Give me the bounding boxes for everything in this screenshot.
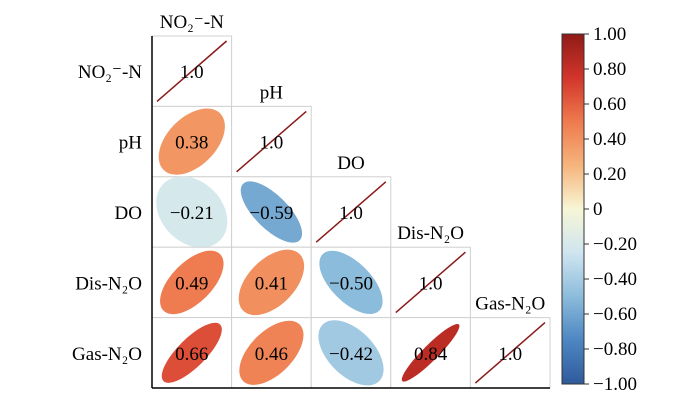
cell-value-2-1: −0.59 [249,203,293,224]
cell-value-3-1: 0.41 [255,273,288,294]
column-label-0: NO₂⁻-N [160,12,224,33]
row-label-2: DO [115,203,142,224]
ellipse-2-1 [240,181,303,243]
diagonal-line-3 [395,251,466,314]
column-label-1: pH [260,82,284,103]
colorbar [561,33,585,385]
cell-value-4-2: −0.42 [329,344,373,365]
ellipse-2-0 [156,176,228,248]
colorbar-tick-label-2: 0.60 [593,94,626,115]
colorbar-tick-label-6: −0.20 [593,234,637,255]
cell-grid: 1.0 0.38 1.0 −0.21 −0.59 1.0 0.49 0.41 −0.50 1.0 0… [151,35,551,389]
ellipse-3-2 [319,250,383,315]
ellipse-1-0 [158,108,225,175]
cell-value-1-0: 0.38 [175,133,208,154]
row-labels: NO₂⁻-N pH DO Dis-N₂O Gas-N₂O [72,62,142,365]
cell-value-1-1: 1.0 [260,133,284,154]
diagonal-line-1 [236,110,307,173]
ellipse-4-2 [318,320,384,386]
row-label-0: NO₂⁻-N [78,62,142,83]
cell-value-3-0: 0.49 [175,273,208,294]
colorbar-tick-label-0: 1.00 [593,24,626,45]
colorbar-tick-label-4: 0.20 [593,164,626,185]
colorbar-tick-label-3: 0.40 [593,129,626,150]
column-label-3: Dis-N₂O [397,223,464,244]
colorbar-ticks: 1.00 0.80 0.60 0.40 0.20 0 −0.20 −0.40 −0.60 −0.8… [584,24,637,395]
row-label-4: Gas-N₂O [72,344,142,365]
column-labels: NO₂⁻-N pH DO Dis-N₂O Gas-N₂O [160,12,545,315]
cell-value-2-0: −0.21 [170,203,214,224]
cell-value-4-1: 0.46 [255,344,288,365]
cell-value-4-4: 1.0 [498,344,522,365]
column-label-4: Gas-N₂O [475,294,545,315]
row-label-1: pH [119,133,143,154]
diagonal-line-2 [315,181,387,243]
cell-value-2-2: 1.0 [339,203,363,224]
cell-value-4-0: 0.66 [175,344,208,365]
cell-value-0-0: 1.0 [180,62,204,83]
column-label-2: DO [337,153,364,174]
ellipse-4-3 [401,323,460,382]
cell-value-3-2: −0.50 [329,273,373,294]
colorbar-tick-label-5: 0 [593,199,603,220]
colorbar-tick-label-10: −1.00 [593,374,637,395]
cell-value-4-3: 0.84 [414,344,448,365]
ellipse-4-0 [161,322,222,383]
row-label-3: Dis-N₂O [75,273,142,294]
diagonal-line-0 [156,40,228,102]
ellipse-3-1 [238,249,305,316]
ellipse-3-0 [160,250,224,315]
colorbar-tick-label-1: 0.80 [593,59,626,80]
ellipse-4-1 [239,320,304,385]
colorbar-tick-label-7: −0.40 [593,269,637,290]
colorbar-tick-label-9: −0.80 [593,339,637,360]
diagonal-line-4 [474,322,546,384]
colorbar-tick-label-8: −0.60 [593,304,637,325]
cell-value-3-3: 1.0 [419,273,443,294]
